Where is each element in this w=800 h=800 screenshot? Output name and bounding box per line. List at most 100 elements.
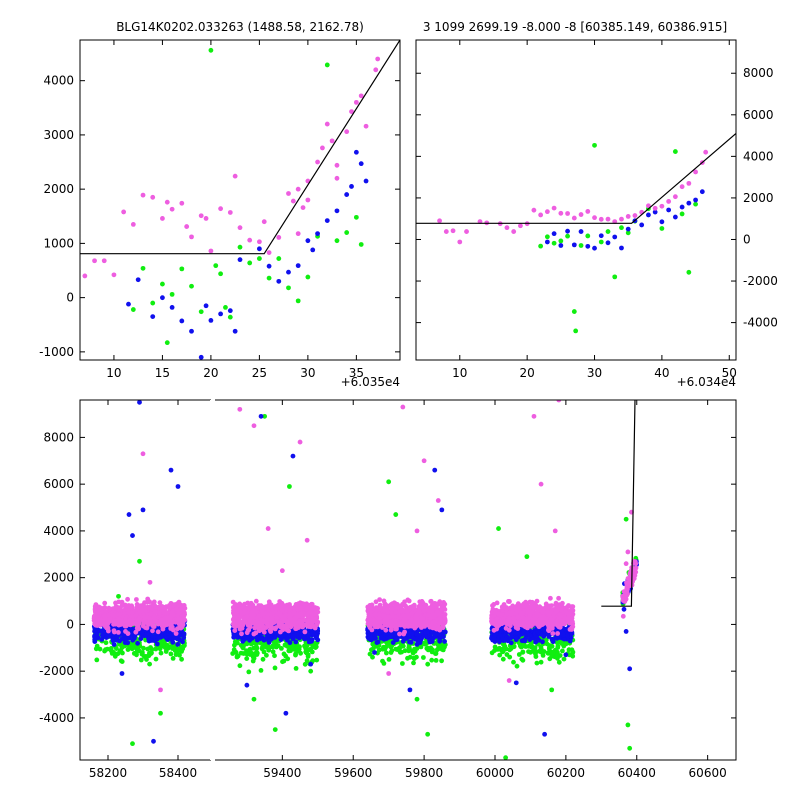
data-point-magenta [140,451,146,457]
data-point-green [511,644,517,649]
data-point-blue [314,633,320,639]
data-point-green [585,233,591,239]
data-point-magenta [163,610,169,616]
data-point-blue [278,637,284,642]
data-point-magenta [652,205,658,211]
data-point-magenta [504,225,510,231]
data-point-green [625,230,631,236]
data-point-magenta [165,615,170,621]
data-point-magenta [334,162,340,168]
data-point-magenta [329,138,335,144]
data-point-green [118,658,124,664]
data-point-green [276,256,282,261]
data-point-green [516,652,522,657]
data-point-blue [513,635,519,641]
data-point-green [178,644,184,650]
data-point-green [138,657,144,663]
data-point-green [244,651,250,657]
data-point-green [429,657,435,663]
data-point-blue [442,639,447,644]
data-point-green [281,658,287,664]
data-point-blue [598,233,604,239]
data-point-magenta [302,629,308,635]
x-tick-label: 20 [203,366,218,380]
plot-area [416,133,736,334]
data-point-green [313,644,319,650]
data-point-green [381,661,387,666]
data-point-magenta [312,625,318,631]
data-point-green [227,314,233,320]
data-point-blue [255,634,261,640]
data-point-blue [349,184,354,189]
data-point-magenta [130,621,136,626]
data-point-blue [227,308,233,314]
data-point-blue [175,642,181,647]
data-point-green [410,650,416,656]
data-point-magenta [531,207,537,213]
data-point-green [386,479,392,485]
data-point-green [500,656,506,662]
data-point-blue [406,630,412,636]
data-point-blue [549,636,555,642]
data-point-blue [541,633,547,639]
data-point-magenta [279,568,285,574]
data-point-magenta [140,623,146,629]
data-point-green [260,656,266,662]
data-point-magenta [136,616,142,622]
data-point-green [507,654,513,660]
data-point-blue [381,636,387,642]
data-point-green [247,646,253,652]
data-point-green [537,648,542,654]
data-point-blue [619,245,624,251]
data-point-green [247,260,253,266]
data-point-blue [672,214,678,220]
data-point-blue [258,413,264,419]
data-point-magenta [349,109,354,114]
data-point-green [148,651,154,656]
data-point-magenta [243,607,248,612]
data-point-blue [646,212,651,218]
data-point-blue [432,467,438,473]
data-point-blue [283,710,289,716]
data-point-green [686,269,692,275]
y-tick-label: 0 [66,291,74,305]
data-point-magenta [373,599,379,605]
data-point-blue [218,311,224,317]
data-point-blue [276,278,282,284]
data-point-blue [290,453,296,459]
data-point-green [541,649,547,654]
data-point-blue [126,512,132,517]
data-point-magenta [181,614,187,619]
data-point-green [168,651,174,657]
data-point-magenta [122,611,127,617]
data-point-blue [135,277,141,283]
data-point-blue [256,246,262,252]
data-point-green [514,663,520,669]
data-point-green [605,229,611,234]
data-point-green [149,647,155,652]
data-point-green [308,668,314,674]
data-point-magenta [578,212,584,217]
data-point-green [258,640,263,646]
data-point-magenta [184,224,190,229]
data-point-magenta [101,258,107,264]
plot-area [91,400,639,760]
data-point-magenta [409,604,415,610]
data-point-blue [179,318,185,324]
data-point-magenta [273,606,279,611]
data-point-magenta [149,620,154,625]
data-point-magenta [551,205,557,211]
data-point-green [399,649,404,655]
data-point-green [240,643,246,649]
data-point-magenta [300,205,306,210]
data-point-green [134,649,140,654]
data-point-magenta [353,99,359,105]
offset-top-left: +6.035e4 [341,375,400,389]
data-point-magenta [377,604,383,610]
data-point-green [147,661,153,667]
data-point-green [265,644,271,650]
data-point-blue [424,629,430,635]
data-point-magenta [367,614,372,619]
data-point-green [425,661,431,667]
data-point-magenta [111,613,117,618]
